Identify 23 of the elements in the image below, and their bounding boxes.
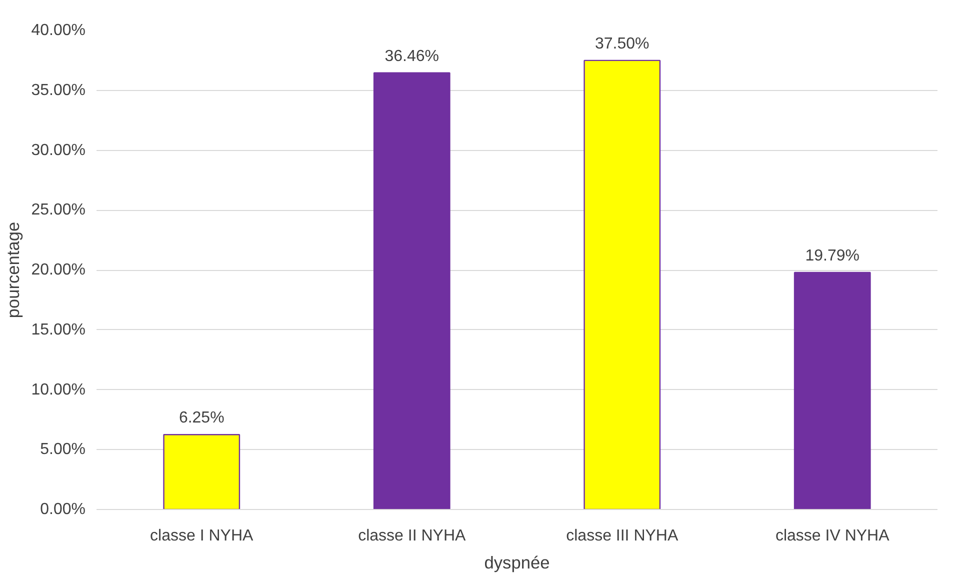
y-tick-label: 35.00%	[31, 82, 86, 99]
data-label: 6.25%	[178, 410, 224, 427]
data-label: 36.46%	[384, 48, 440, 65]
x-tick-label: classe III NYHA	[566, 528, 678, 544]
y-tick-label: 5.00%	[40, 441, 86, 458]
x-axis-title: dyspnée	[484, 552, 550, 572]
bar	[794, 272, 871, 510]
y-tick-label: 20.00%	[31, 262, 86, 278]
y-tick-label: 25.00%	[31, 202, 86, 219]
y-tick-label: 15.00%	[31, 321, 86, 338]
bar	[163, 434, 240, 510]
data-label: 19.79%	[805, 248, 860, 265]
y-tick-label: 10.00%	[31, 381, 86, 398]
x-tick-label: classe IV NYHA	[775, 528, 890, 544]
bar	[373, 72, 450, 510]
y-tick-label: 30.00%	[31, 142, 86, 159]
bar	[584, 60, 661, 510]
x-tick-label: classe II NYHA	[358, 528, 466, 544]
y-tick-label: 0.00%	[40, 501, 86, 518]
y-axis-title: pourcentage	[3, 222, 24, 318]
x-tick-label: classe I NYHA	[150, 528, 254, 544]
data-label: 37.50%	[594, 35, 650, 52]
y-tick-label: 40.00%	[31, 22, 86, 39]
